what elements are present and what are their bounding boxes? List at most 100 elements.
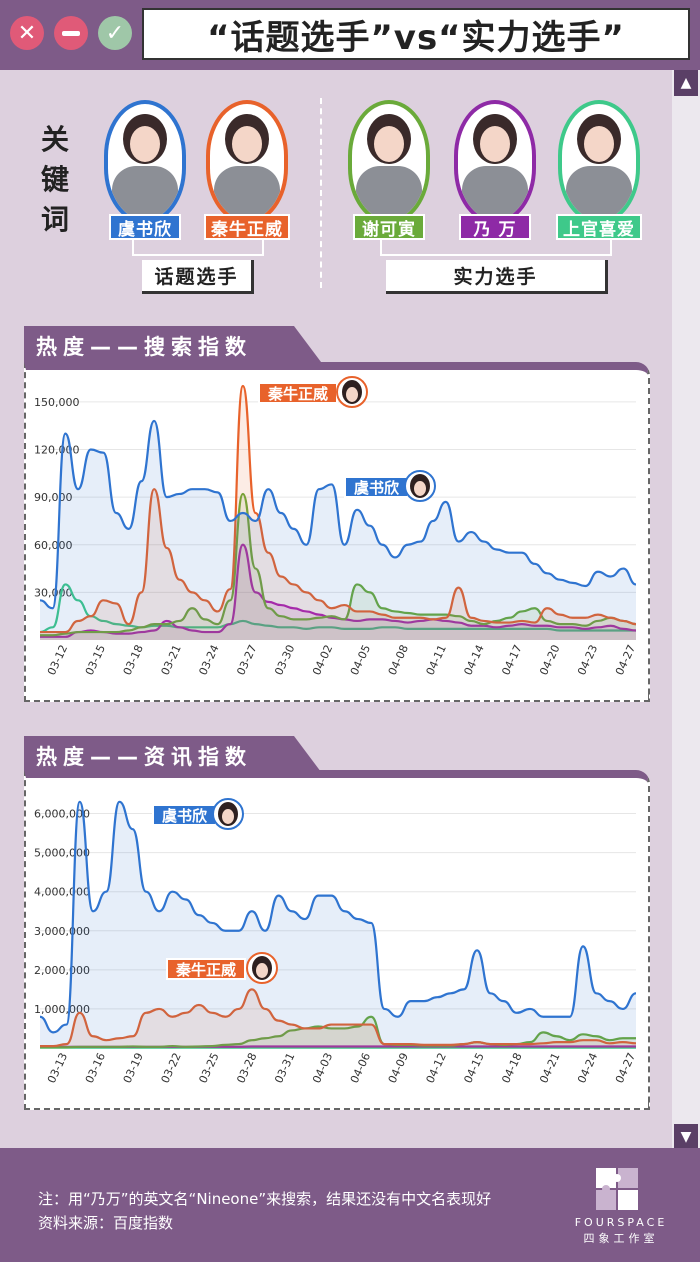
x-tick-label: 03-19 — [121, 1051, 146, 1085]
footer — [0, 1148, 700, 1262]
contestant-name-tag: 上官喜爱 — [556, 214, 642, 240]
series-area — [40, 801, 636, 1048]
group-divider — [320, 98, 322, 288]
footer-source: 资料来源：百度指数 — [38, 1214, 174, 1232]
y-tick-label: 1,000,000 — [34, 1003, 90, 1016]
x-tick-label: 04-17 — [499, 643, 524, 677]
series-area — [40, 420, 636, 640]
x-tick-label: 04-11 — [424, 643, 449, 677]
group-label-topic: 话题选手 — [142, 260, 254, 294]
news-section-title: 热度——资讯指数 — [24, 736, 324, 776]
x-tick-label: 03-30 — [272, 643, 297, 677]
x-tick-label: 03-31 — [272, 1051, 297, 1085]
x-tick-label: 04-27 — [613, 643, 638, 677]
x-tick-label: 03-18 — [121, 643, 146, 677]
x-tick-label: 04-02 — [310, 643, 335, 677]
confirm-button[interactable]: ✓ — [98, 16, 132, 50]
x-tick-label: 04-24 — [575, 1051, 600, 1085]
series-callout-label: 秦牛正威 — [166, 958, 247, 980]
x-tick-label: 03-21 — [159, 643, 184, 677]
series-area — [40, 1016, 636, 1048]
x-tick-label: 03-16 — [83, 1051, 108, 1085]
y-tick-label: 90,000 — [34, 491, 73, 504]
contestant-photo — [454, 100, 536, 224]
close-icon: ✕ — [17, 20, 37, 46]
x-tick-label: 04-03 — [310, 1051, 335, 1085]
contestant-photo — [206, 100, 288, 224]
avatar — [212, 798, 244, 830]
x-tick-label: 03-12 — [45, 643, 70, 677]
x-tick-label: 04-23 — [575, 643, 600, 677]
contestant-photo — [348, 100, 430, 224]
footer-note: 注：用“乃万”的英文名“Nineone”来搜索，结果还没有中文名表现好 — [38, 1190, 492, 1208]
check-icon: ✓ — [105, 20, 125, 46]
series-line — [39, 800, 637, 1034]
y-tick-label: 150,000 — [34, 396, 80, 409]
series-line — [40, 384, 637, 634]
contestant-photo — [104, 100, 186, 224]
x-tick-label: 04-05 — [348, 643, 373, 677]
x-tick-label: 03-27 — [234, 643, 259, 677]
scroll-down-button[interactable]: ▼ — [674, 1124, 698, 1150]
series-area — [40, 989, 636, 1048]
x-tick-label: 04-08 — [386, 643, 411, 677]
series-line — [39, 492, 637, 637]
contestant-name-tag: 虞书欣 — [109, 214, 181, 240]
x-tick-label: 03-28 — [234, 1051, 259, 1085]
contestant-photo — [558, 100, 640, 224]
x-tick-label: 04-12 — [424, 1051, 449, 1085]
x-tick-label: 04-15 — [461, 1051, 486, 1085]
arrow-down-icon: ▼ — [680, 1129, 692, 1145]
x-tick-label: 04-20 — [537, 643, 562, 677]
scrollbar[interactable] — [672, 70, 700, 1148]
avatar — [336, 376, 368, 408]
series-line — [39, 419, 637, 610]
close-button[interactable]: ✕ — [10, 16, 44, 50]
news-index-chart: 1,000,0002,000,0003,000,0004,000,0005,00… — [34, 800, 638, 1085]
avatar — [246, 952, 278, 984]
minimize-button[interactable] — [54, 16, 88, 50]
search-chart-frame: 30,000 60,000 90,000 120,000 150,000 03-12 03-… — [24, 362, 650, 702]
x-tick-label: 04-06 — [348, 1051, 373, 1085]
x-tick-label: 04-14 — [461, 643, 486, 677]
series-callout-label: 虞书欣 — [152, 804, 218, 826]
series-area — [40, 544, 636, 640]
search-section-title: 热度——搜索指数 — [24, 326, 324, 366]
x-tick-label: 03-25 — [196, 1051, 221, 1085]
y-tick-label: 4,000,000 — [34, 886, 90, 899]
x-tick-label: 04-09 — [386, 1051, 411, 1085]
series-line — [40, 988, 637, 1048]
x-tick-label: 04-21 — [537, 1051, 562, 1085]
contestant-name-tag: 谢可寅 — [353, 214, 425, 240]
skill-bracket — [380, 240, 612, 256]
x-tick-label: 03-24 — [196, 643, 221, 677]
logo-subtext: 四象工作室 — [583, 1232, 659, 1245]
x-tick-label: 03-13 — [45, 1051, 70, 1085]
series-line — [40, 1015, 636, 1049]
y-tick-label: 6,000,000 — [34, 808, 90, 821]
scroll-up-button[interactable]: ▲ — [674, 70, 698, 96]
puzzle-logo-icon — [596, 1168, 638, 1210]
minimize-icon — [62, 30, 80, 36]
x-tick-label: 04-27 — [613, 1051, 638, 1085]
arrow-up-icon: ▲ — [680, 75, 692, 91]
x-tick-label: 04-18 — [499, 1051, 524, 1085]
y-tick-label: 120,000 — [34, 444, 80, 457]
x-tick-label: 03-22 — [159, 1051, 184, 1085]
avatar — [404, 470, 436, 502]
news-chart-frame: 1,000,000 2,000,000 3,000,000 4,000,000 5,00… — [24, 770, 650, 1110]
x-tick-label: 03-15 — [83, 643, 108, 677]
contestant-name-tag: 秦牛正威 — [204, 214, 290, 240]
y-tick-label: 2,000,000 — [34, 964, 90, 977]
series-callout-label: 虞书欣 — [344, 476, 410, 498]
contestant-name-tag: 乃 万 — [459, 214, 531, 240]
topic-bracket — [132, 240, 264, 256]
title-bar: ✕ ✓ “话题选手”vs“实力选手” — [0, 0, 700, 70]
y-tick-label: 60,000 — [34, 539, 73, 552]
group-label-skill: 实力选手 — [386, 260, 608, 294]
series-callout-label: 秦牛正威 — [258, 382, 339, 404]
logo-text: FOURSPACE — [574, 1216, 668, 1229]
keyword-label: 关键词 — [40, 123, 69, 236]
page-title: “话题选手”vs“实力选手” — [142, 8, 690, 60]
